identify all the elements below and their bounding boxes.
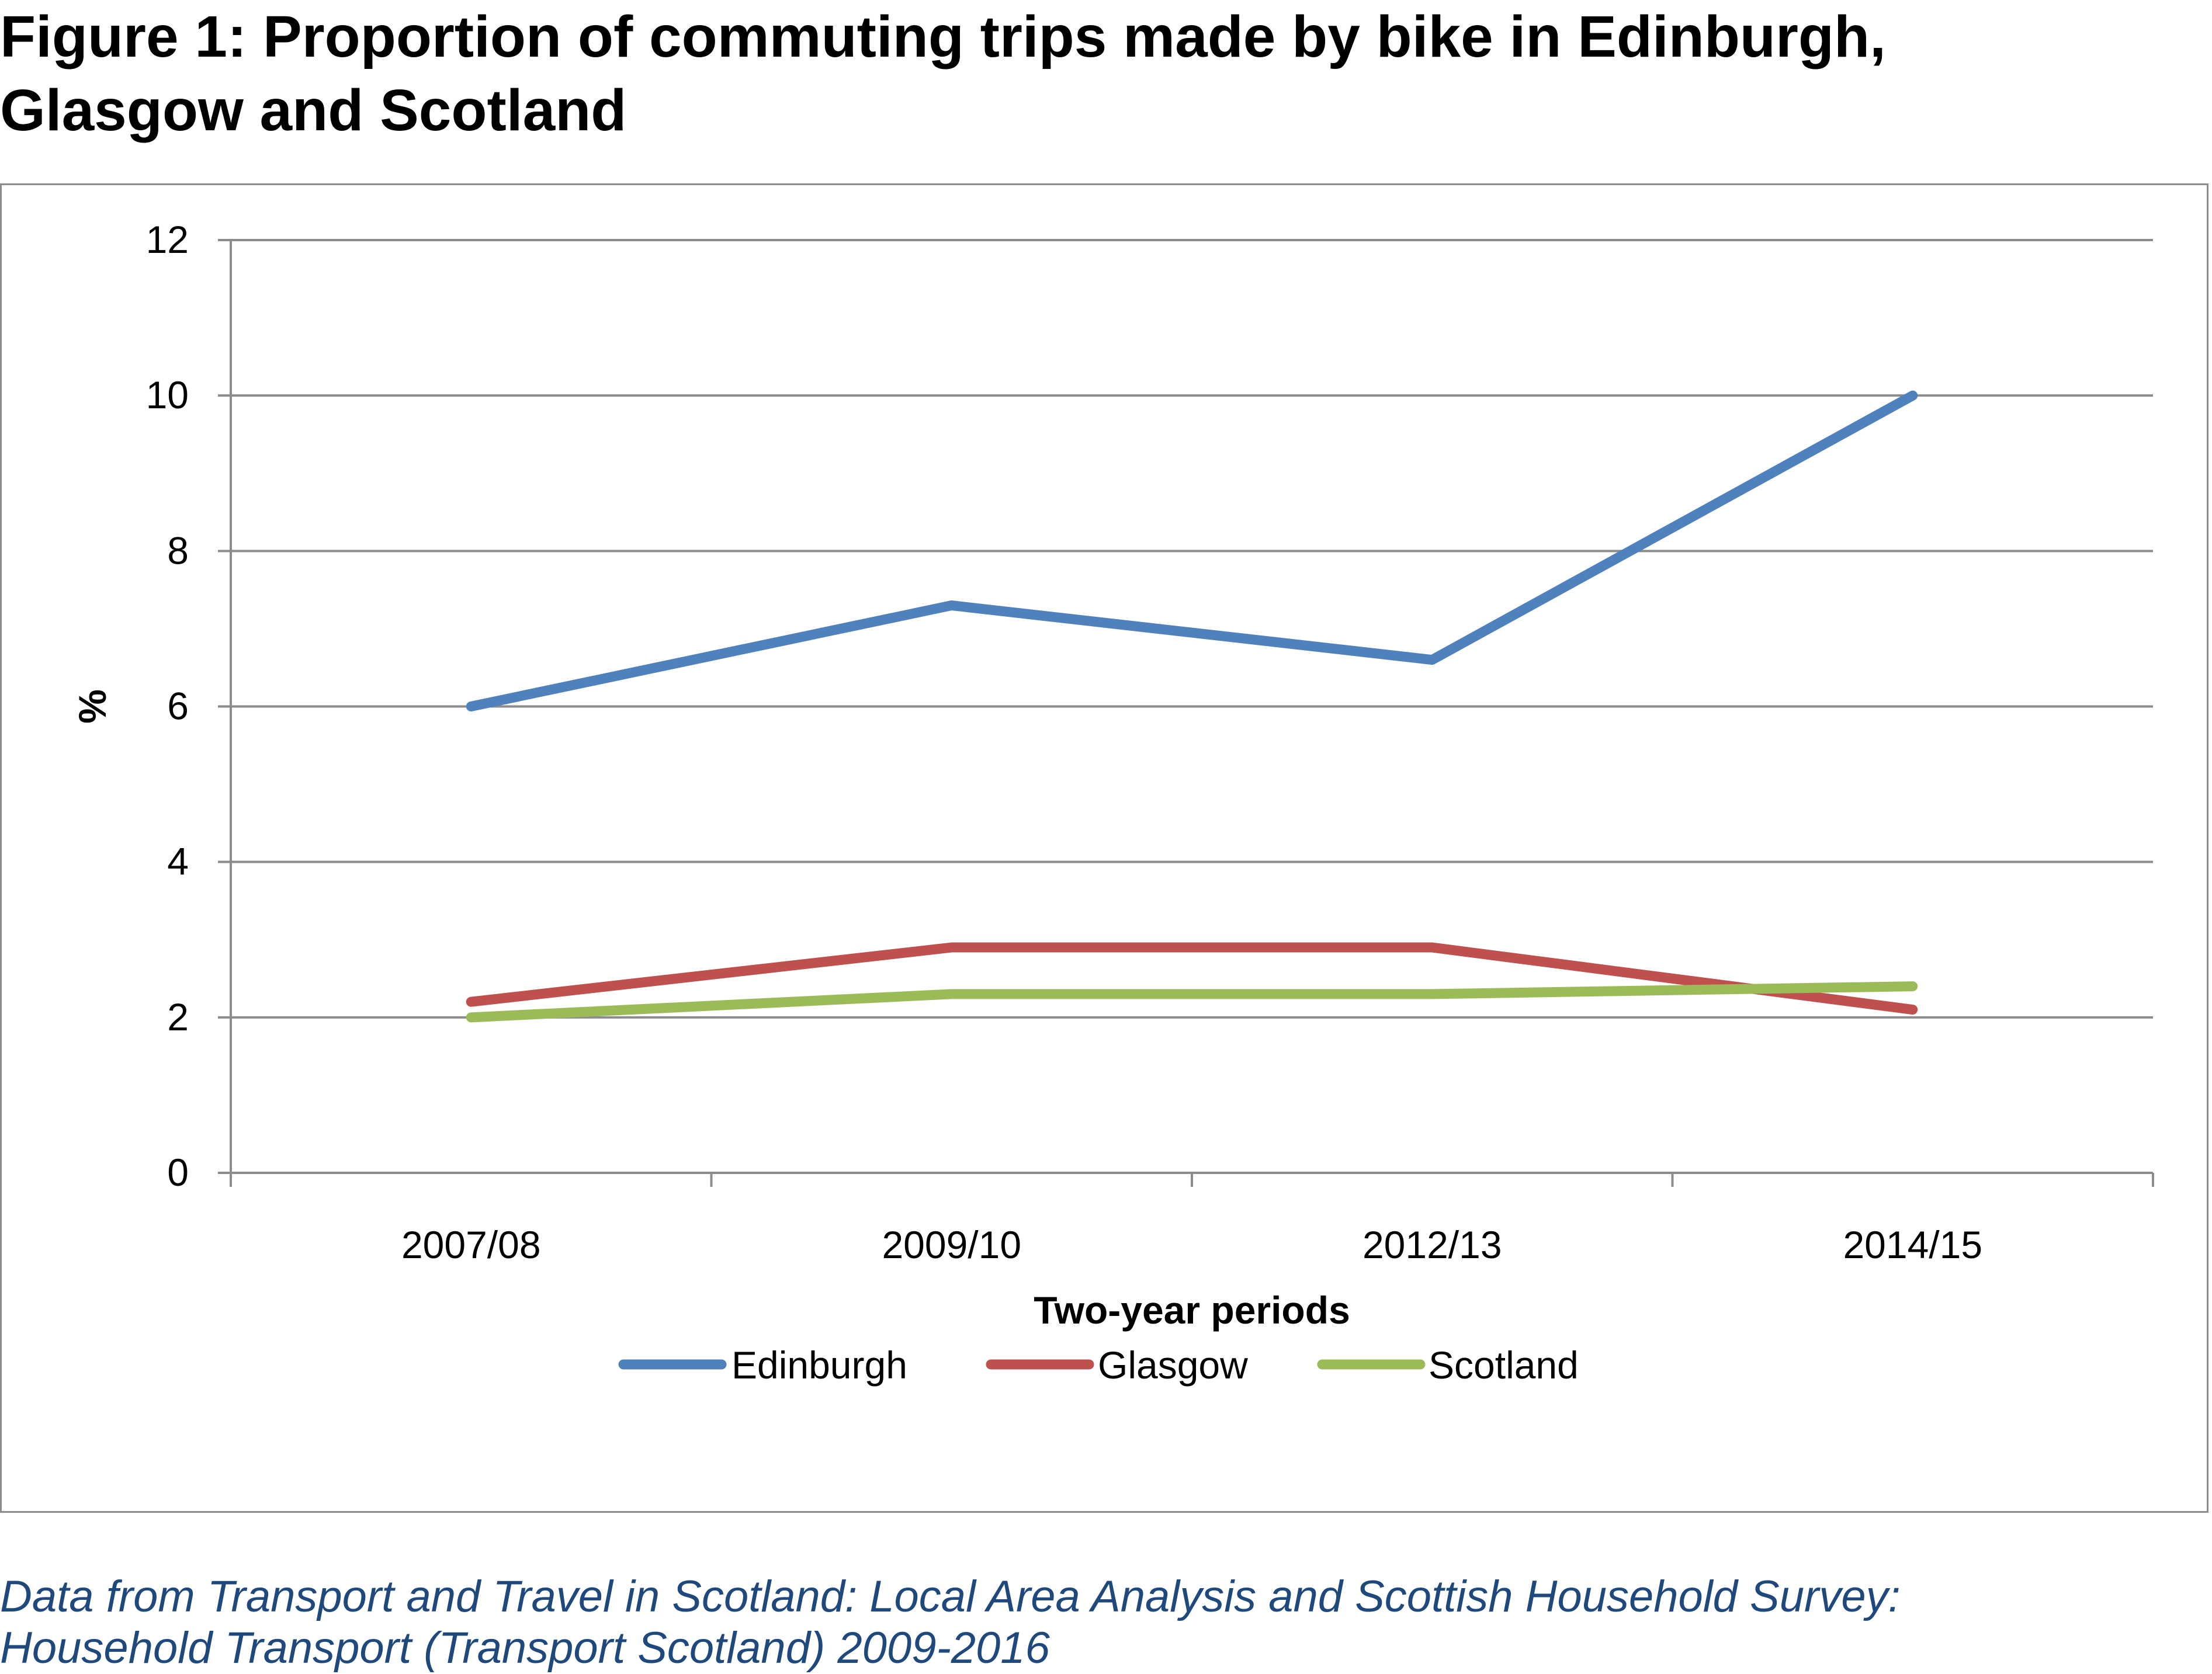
source-note: Data from Transport and Travel in Scotla… [0, 1571, 2212, 1674]
data-point-edinburgh [946, 600, 956, 610]
y-tick-label: 10 [146, 373, 189, 416]
source-note-line-2: Household Transport (Transport Scotland)… [0, 1623, 1050, 1673]
y-axis-title: % [71, 689, 114, 724]
data-point-scotland [1427, 989, 1437, 999]
figure-title: Figure 1: Proportion of commuting trips … [0, 0, 2212, 147]
data-point-glasgow [1427, 943, 1437, 953]
data-point-scotland [946, 989, 956, 999]
series-line-scotland [466, 981, 1918, 1023]
line-chart: 0 2 4 6 8 10 12 2007/08 2009/10 2012/13 2014/15 Two… [71, 218, 2154, 1387]
y-tick-label: 2 [167, 995, 189, 1039]
y-tick-label: 6 [167, 685, 189, 728]
y-tick-label: 8 [167, 529, 189, 572]
figure-title-line-2: Glasgow and Scotland [0, 78, 627, 143]
legend-label-edinburgh: Edinburgh [731, 1343, 907, 1387]
source-note-line-1: Data from Transport and Travel in Scotla… [0, 1572, 1901, 1621]
data-point-glasgow [1908, 1005, 1918, 1015]
data-point-edinburgh [466, 701, 476, 711]
data-point-edinburgh [1427, 655, 1437, 665]
legend-label-glasgow: Glasgow [1098, 1343, 1248, 1387]
series-line-edinburgh [466, 390, 1918, 711]
data-point-glasgow [466, 997, 476, 1007]
x-tick-label: 2014/15 [1843, 1223, 1982, 1266]
data-point-edinburgh [1908, 391, 1918, 401]
legend-label-scotland: Scotland [1429, 1343, 1579, 1387]
y-tick-label: 4 [167, 840, 189, 883]
data-point-glasgow [946, 943, 956, 953]
x-tick-label: 2012/13 [1362, 1223, 1502, 1266]
chart-frame: 0 2 4 6 8 10 12 2007/08 2009/10 2012/13 2014/15 Two… [0, 183, 2208, 1513]
y-tick-label: 0 [167, 1151, 189, 1194]
x-tick-label: 2009/10 [882, 1223, 1021, 1266]
y-tick-label: 12 [146, 218, 189, 261]
figure-title-line-1: Figure 1: Proportion of commuting trips … [0, 4, 1886, 70]
series-line-glasgow [466, 942, 1918, 1015]
data-point-scotland [466, 1012, 476, 1022]
data-point-scotland [1908, 981, 1918, 991]
x-axis-title: Two-year periods [1034, 1289, 1350, 1332]
x-tick-label: 2007/08 [401, 1223, 541, 1266]
